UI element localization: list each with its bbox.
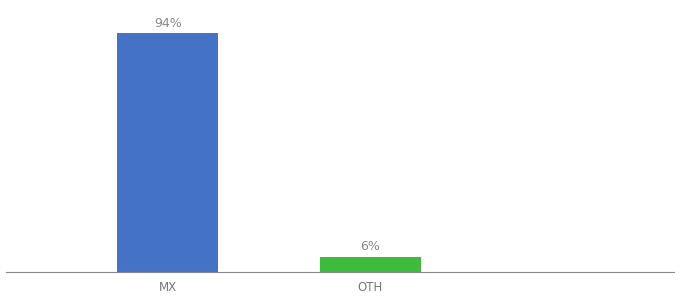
Text: 6%: 6% bbox=[360, 240, 380, 253]
Bar bbox=[320, 256, 421, 272]
Text: 94%: 94% bbox=[154, 16, 182, 30]
Bar bbox=[117, 33, 218, 272]
